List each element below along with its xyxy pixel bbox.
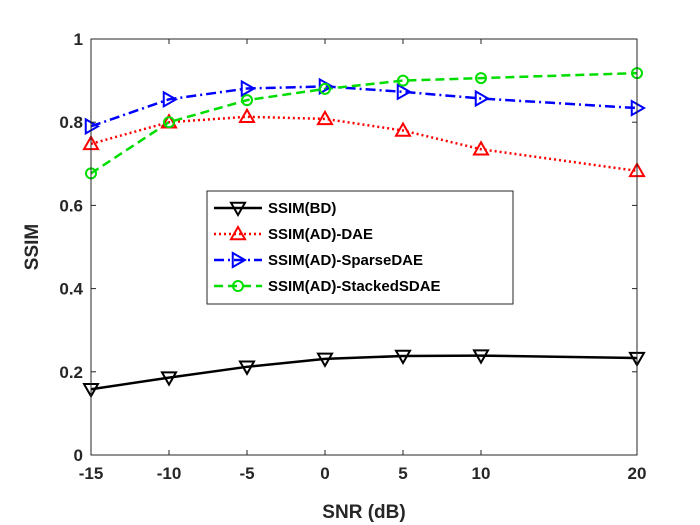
legend-label-ssim-ad-sparsedae: SSIM(AD)-SparseDAE (268, 252, 423, 269)
x-tick-label: -15 (79, 464, 104, 483)
data-point-ssim-ad-sparsedae (474, 89, 491, 108)
series-line-ssim-ad-sparsedae (90, 85, 638, 128)
data-point-ssim-bd (160, 371, 178, 387)
x-tick-label: -5 (239, 464, 254, 483)
y-tick-label: 0.6 (59, 196, 83, 215)
legend: SSIM(BD) SSIM(AD)-DAE SSIM(AD)-SparseDAE SS… (206, 190, 514, 305)
legend-label-ssim-bd: SSIM(BD) (268, 200, 336, 217)
data-point-ssim-ad-stackedsdae (319, 82, 331, 95)
series-line-ssim-ad-stackedsdae (90, 71, 638, 175)
data-point-ssim-ad-sparsedae (162, 90, 179, 109)
series-line-ssim-ad-dae (90, 115, 638, 173)
data-point-ssim-bd (394, 349, 412, 366)
series-line-ssim-bd (90, 354, 638, 391)
y-tick-label: 0 (74, 446, 83, 465)
legend-label-ssim-ad-dae: SSIM(AD)-DAE (268, 226, 373, 243)
x-tick-label: 5 (398, 464, 407, 483)
legend-marker-ssim-ad-sparsedae (231, 251, 248, 269)
y-tick-label: 0.2 (59, 363, 83, 382)
x-tick-label: -10 (157, 464, 182, 483)
data-point-ssim-ad-dae (394, 121, 412, 137)
data-point-ssim-bd (316, 352, 334, 368)
data-point-ssim-ad-stackedsdae (397, 74, 409, 87)
x-tick-label: 20 (628, 464, 647, 483)
data-point-ssim-bd (238, 360, 256, 376)
y-tick-label: 0.4 (59, 280, 83, 299)
x-axis-label: SNR (dB) (322, 502, 405, 523)
data-point-ssim-ad-stackedsdae (241, 94, 253, 107)
x-tick-label: 0 (320, 464, 329, 483)
y-axis-label: SSIM (22, 224, 43, 270)
data-point-ssim-ad-stackedsdae (475, 72, 487, 85)
data-point-ssim-ad-dae (316, 109, 334, 126)
x-tick-label: 10 (472, 464, 491, 483)
data-point-ssim-ad-sparsedae (240, 79, 257, 98)
data-point-ssim-ad-sparsedae (396, 83, 413, 101)
data-point-ssim-bd (472, 349, 490, 365)
data-point-ssim-ad-dae (472, 140, 490, 156)
data-point-ssim-ad-sparsedae (84, 117, 101, 136)
legend-label-ssim-ad-stackedsdae: SSIM(AD)-StackedSDAE (268, 278, 441, 295)
legend-marker-ssim-ad-stackedsdae (232, 280, 244, 292)
data-point-ssim-ad-sparsedae (630, 99, 647, 117)
legend-marker-ssim-bd (229, 201, 247, 218)
data-point-ssim-ad-stackedsdae (163, 116, 175, 129)
y-tick-label: 1 (74, 30, 83, 49)
plot-frame (90, 38, 638, 456)
legend-marker-ssim-ad-dae (229, 224, 247, 241)
data-point-ssim-ad-dae (238, 107, 256, 124)
y-tick-label: 0.8 (59, 113, 83, 132)
